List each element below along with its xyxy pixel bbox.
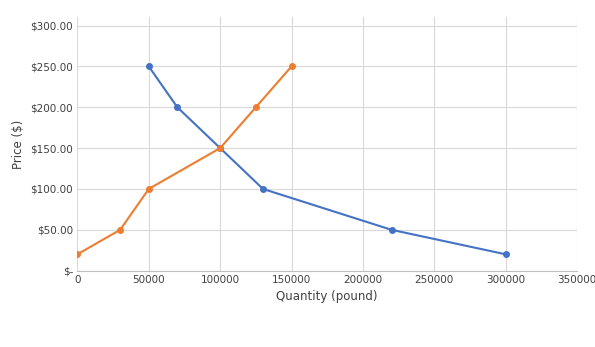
Quantity Supplied (pounds per month) — [252, 105, 259, 109]
Quantity Supplied (pounds per month) — [217, 146, 224, 150]
Quantity Demanded (pounds per month) — [502, 252, 509, 256]
Quantity Demanded (pounds per month) — [217, 146, 224, 150]
X-axis label: Quantity (pound): Quantity (pound) — [277, 290, 378, 303]
Quantity Supplied (pounds per month) — [117, 228, 124, 232]
Line: Quantity Demanded (pounds per month): Quantity Demanded (pounds per month) — [146, 64, 509, 257]
Quantity Supplied (pounds per month) — [288, 64, 295, 68]
Quantity Demanded (pounds per month) — [145, 64, 152, 68]
Y-axis label: Price ($): Price ($) — [12, 119, 25, 169]
Line: Quantity Supplied (pounds per month): Quantity Supplied (pounds per month) — [74, 64, 295, 257]
Quantity Demanded (pounds per month) — [388, 228, 395, 232]
Quantity Demanded (pounds per month) — [174, 105, 181, 109]
Quantity Supplied (pounds per month) — [145, 187, 152, 191]
Quantity Supplied (pounds per month) — [74, 252, 81, 256]
Quantity Demanded (pounds per month) — [259, 187, 267, 191]
